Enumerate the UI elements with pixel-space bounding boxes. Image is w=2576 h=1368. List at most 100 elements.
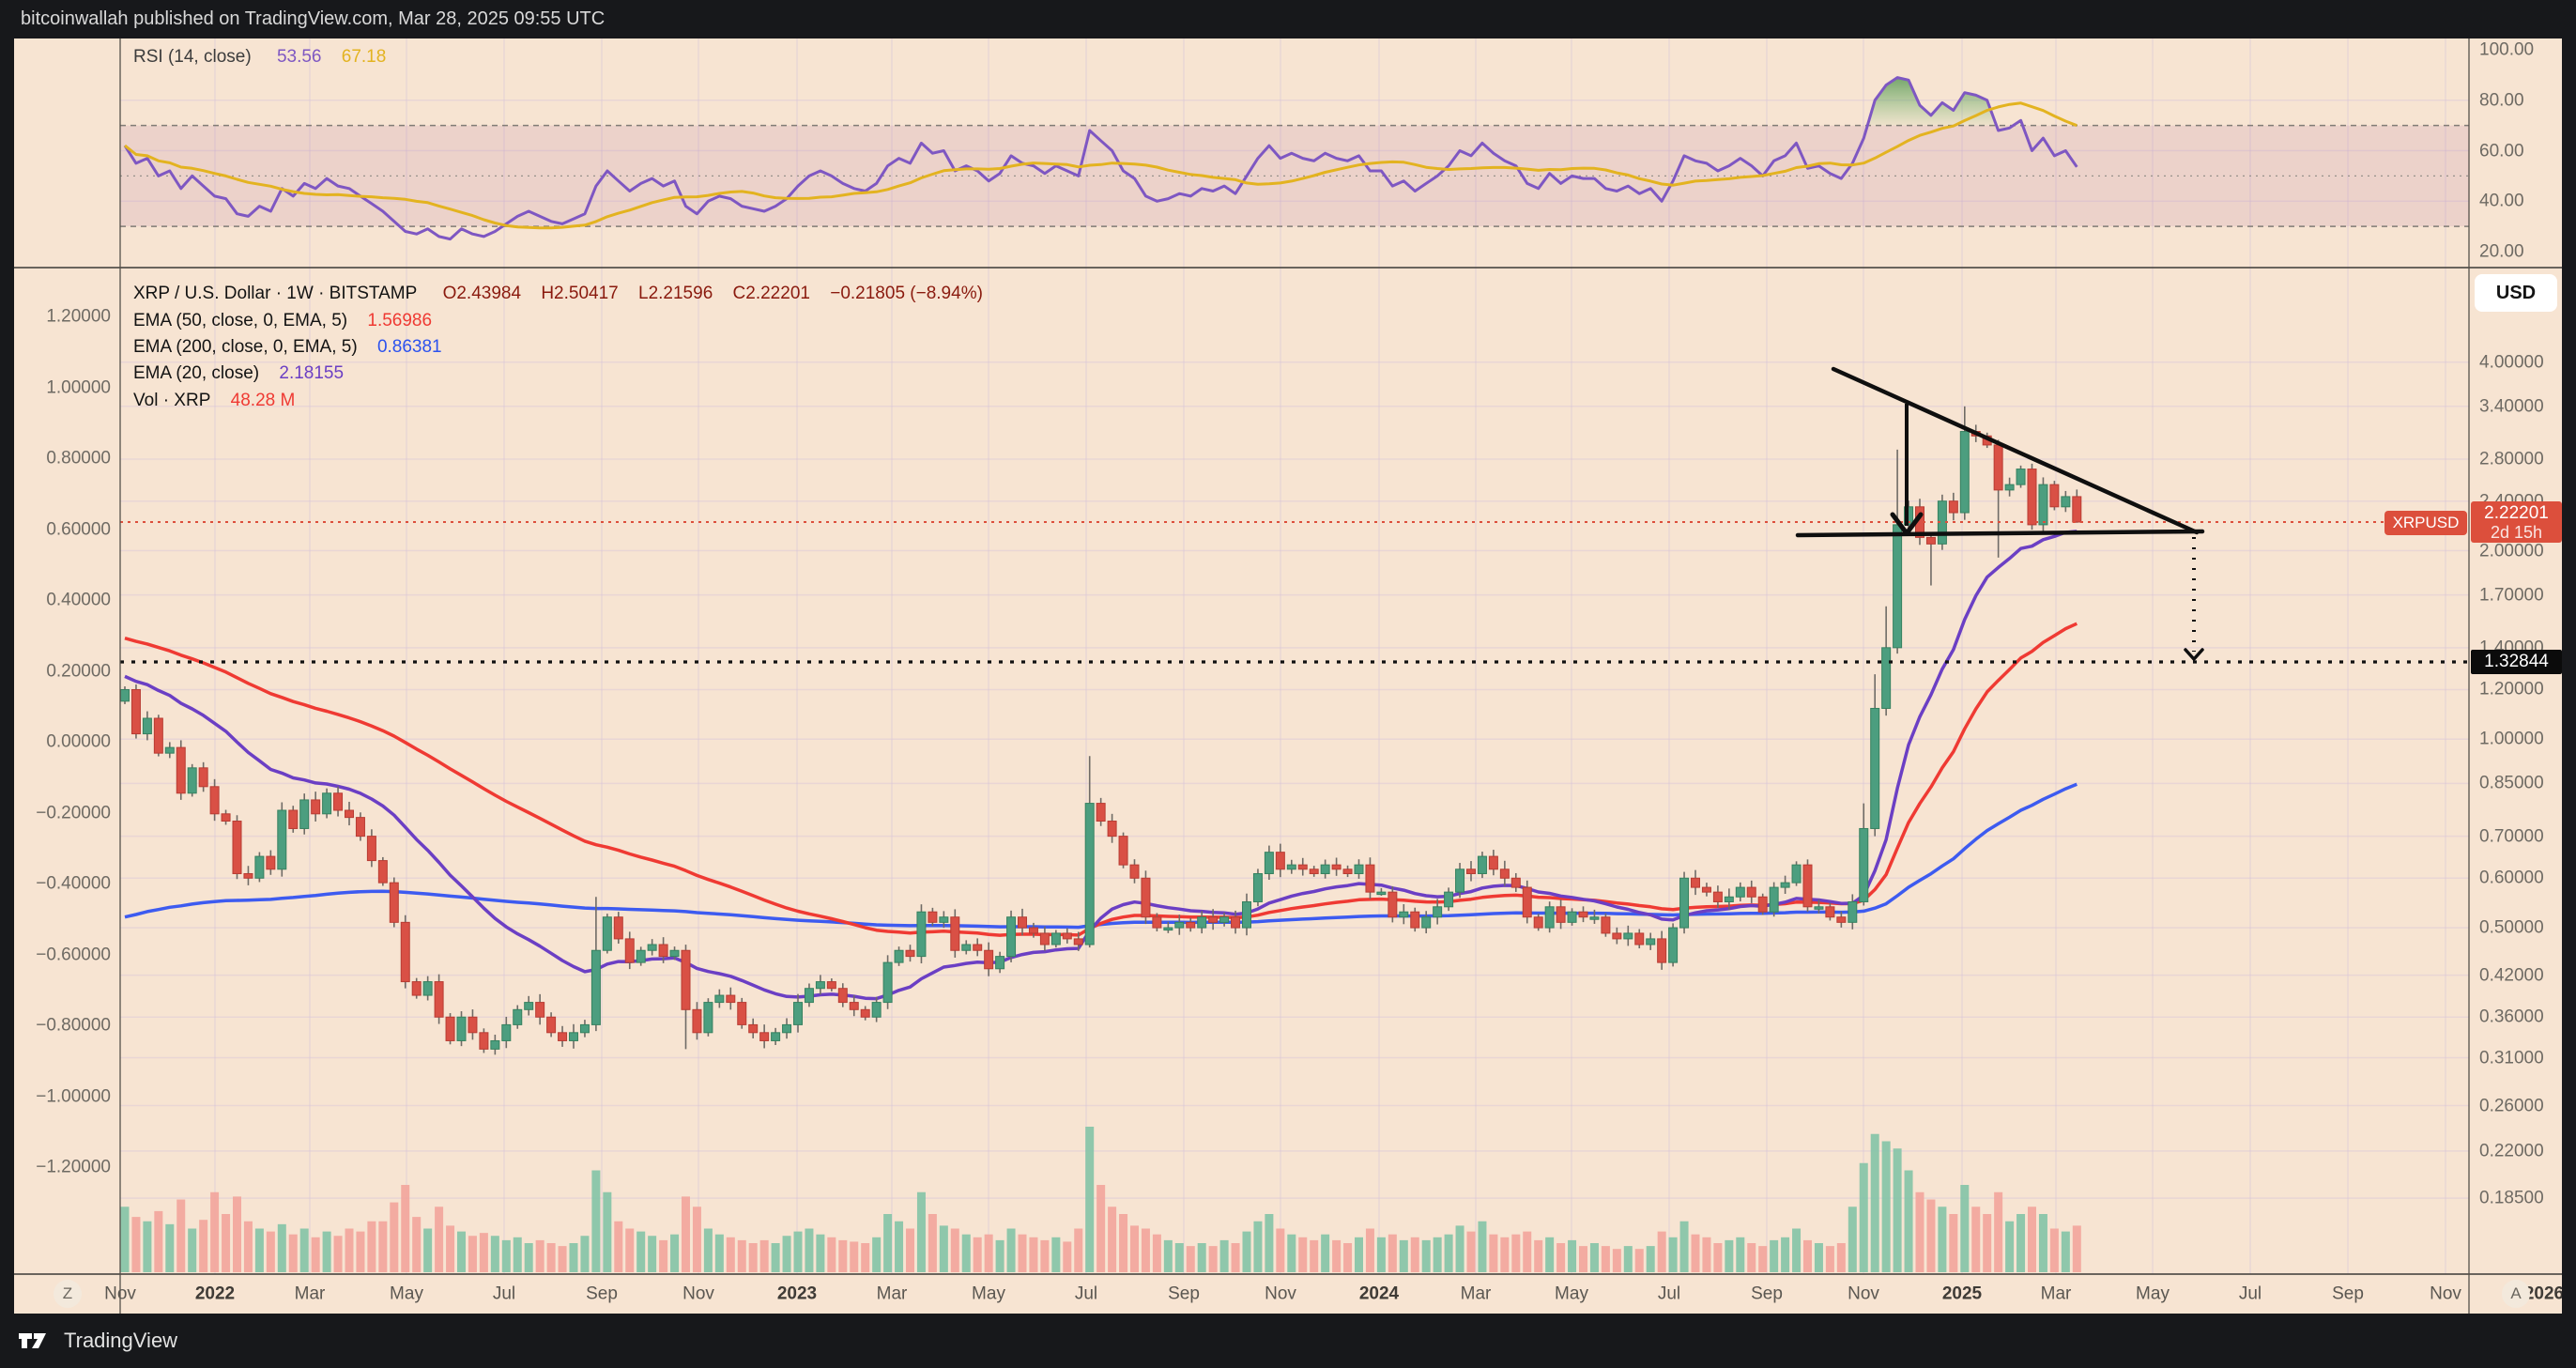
right-edge-strip: [2562, 38, 2576, 1314]
log-scale-button[interactable]: Z: [54, 1280, 82, 1308]
support-level-badge: 1.32844: [2471, 650, 2562, 674]
time-axis-tick: May: [390, 1283, 423, 1304]
volume-legend-row[interactable]: Vol · XRP 48.28 M: [133, 391, 295, 410]
price-axis-tick: 1.00000: [2479, 729, 2544, 749]
ohlc-high: H2.50417: [541, 284, 619, 303]
symbol-title: XRP / U.S. Dollar · 1W · BITSTAMP: [133, 284, 418, 303]
left-edge-strip: [0, 38, 14, 1314]
rsi-axis-tick: 100.00: [2479, 39, 2535, 60]
price-axis-tick: 1.20000: [2479, 679, 2544, 699]
volume-value: 48.28 M: [230, 391, 296, 410]
ohlc-close: C2.22201: [732, 284, 810, 303]
left-axis-tick: −0.60000: [36, 945, 111, 964]
rsi-value: 53.56: [276, 47, 322, 67]
ema20-value: 2.18155: [279, 363, 345, 383]
ema20-label: EMA (20, close): [133, 363, 260, 383]
left-axis-tick: 1.20000: [46, 306, 111, 327]
footer-bar: TradingView: [0, 1314, 2576, 1368]
ema50-legend-row[interactable]: EMA (50, close, 0, EMA, 5) 1.56986: [133, 311, 432, 330]
ema200-label: EMA (200, close, 0, EMA, 5): [133, 337, 358, 357]
price-axis-tick: 2.00000: [2479, 541, 2544, 561]
footer-brand[interactable]: TradingView: [64, 1329, 178, 1352]
price-axis-tick: 0.60000: [2479, 868, 2544, 888]
rsi-legend-label: RSI (14, close): [133, 47, 252, 67]
time-axis-tick: Nov: [104, 1283, 136, 1304]
time-axis-tick: Mar: [2040, 1283, 2072, 1304]
ema50-label: EMA (50, close, 0, EMA, 5): [133, 311, 348, 330]
auto-scale-button[interactable]: A: [2502, 1280, 2530, 1308]
time-axis-tick: Nov: [2430, 1283, 2461, 1304]
rsi-axis-tick: 80.00: [2479, 90, 2524, 111]
time-axis-tick: Jul: [1074, 1283, 1098, 1304]
time-axis-tick: 2025: [1941, 1283, 1983, 1304]
time-axis-tick: 2022: [194, 1283, 236, 1304]
left-axis-tick: 0.20000: [46, 661, 111, 681]
time-axis-tick: Jul: [1657, 1283, 1681, 1304]
rsi-ma-value: 67.18: [341, 47, 387, 67]
ema200-legend-row[interactable]: EMA (200, close, 0, EMA, 5) 0.86381: [133, 337, 442, 357]
ema200-value: 0.86381: [376, 337, 442, 357]
left-axis-tick: −1.20000: [36, 1157, 111, 1177]
price-axis-tick: 0.42000: [2479, 965, 2544, 986]
symbol-legend-row[interactable]: XRP / U.S. Dollar · 1W · BITSTAMP O2.439…: [133, 284, 983, 303]
time-axis-tick: May: [972, 1283, 1005, 1304]
left-axis-tick: 1.00000: [46, 377, 111, 397]
price-axis-tick: 0.50000: [2479, 917, 2544, 938]
publish-bar: bitcoinwallah published on TradingView.c…: [0, 0, 2576, 38]
symbol-price-label: XRPUSD: [2384, 511, 2467, 535]
last-price-value: 2.22201: [2484, 503, 2549, 523]
time-axis-tick: May: [1555, 1283, 1588, 1304]
time-axis-tick: Sep: [586, 1283, 618, 1304]
tradingview-logo-icon[interactable]: [19, 1330, 53, 1352]
time-axis-tick: Nov: [1848, 1283, 1879, 1304]
time-axis-tick: Jul: [492, 1283, 516, 1304]
price-axis-tick: 0.22000: [2479, 1141, 2544, 1161]
time-axis-tick: May: [2136, 1283, 2170, 1304]
time-axis-tick: 2024: [1358, 1283, 1400, 1304]
price-axis-tick: 4.00000: [2479, 352, 2544, 373]
left-axis-tick: −0.40000: [36, 873, 111, 894]
time-axis-tick: Mar: [876, 1283, 908, 1304]
rsi-axis-tick: 60.00: [2479, 141, 2524, 161]
price-axis-tick: 0.85000: [2479, 773, 2544, 793]
last-price-badge: 2.22201 2d 15h: [2471, 501, 2562, 543]
left-axis-tick: 0.80000: [46, 448, 111, 469]
currency-toggle-button[interactable]: USD: [2475, 274, 2557, 312]
rsi-axis-tick: 40.00: [2479, 191, 2524, 211]
time-axis-tick: Jul: [2238, 1283, 2262, 1304]
left-axis-tick: −0.20000: [36, 803, 111, 822]
price-axis-tick: 3.40000: [2479, 396, 2544, 417]
volume-label: Vol · XRP: [133, 391, 211, 410]
price-axis-tick: 0.31000: [2479, 1048, 2544, 1068]
time-axis-tick: Mar: [1460, 1283, 1492, 1304]
bar-countdown: 2d 15h: [2490, 523, 2543, 542]
ema20-legend-row[interactable]: EMA (20, close) 2.18155: [133, 363, 344, 383]
price-axis-tick: 1.70000: [2479, 585, 2544, 606]
time-axis-tick: Sep: [2332, 1283, 2364, 1304]
ohlc-open: O2.43984: [442, 284, 522, 303]
price-axis-tick: 0.70000: [2479, 826, 2544, 847]
price-axis-tick: 0.36000: [2479, 1007, 2544, 1027]
price-axis-tick: 0.18500: [2479, 1188, 2544, 1208]
time-axis-tick: Sep: [1168, 1283, 1200, 1304]
left-axis-tick: 0.60000: [46, 519, 111, 539]
time-axis-tick: Nov: [1265, 1283, 1296, 1304]
publish-text: bitcoinwallah published on TradingView.c…: [21, 8, 606, 29]
price-axis-tick: 2.80000: [2479, 449, 2544, 469]
rsi-axis-tick: 20.00: [2479, 241, 2524, 262]
time-axis-tick: Sep: [1751, 1283, 1783, 1304]
ema50-value: 1.56986: [367, 311, 433, 330]
left-axis-tick: 0.00000: [46, 731, 111, 752]
time-axis-tick: 2023: [776, 1283, 818, 1304]
left-axis-tick: −0.80000: [36, 1015, 111, 1036]
time-axis-tick: 2026: [2523, 1283, 2565, 1304]
ohlc-change: −0.21805 (−8.94%): [830, 284, 983, 303]
time-axis-tick: Nov: [682, 1283, 714, 1304]
ohlc-low: L2.21596: [638, 284, 713, 303]
rsi-legend[interactable]: RSI (14, close) 53.56 67.18: [133, 47, 386, 67]
time-axis-tick: Mar: [294, 1283, 326, 1304]
left-axis-tick: −1.00000: [36, 1086, 111, 1106]
left-axis-tick: 0.40000: [46, 590, 111, 610]
